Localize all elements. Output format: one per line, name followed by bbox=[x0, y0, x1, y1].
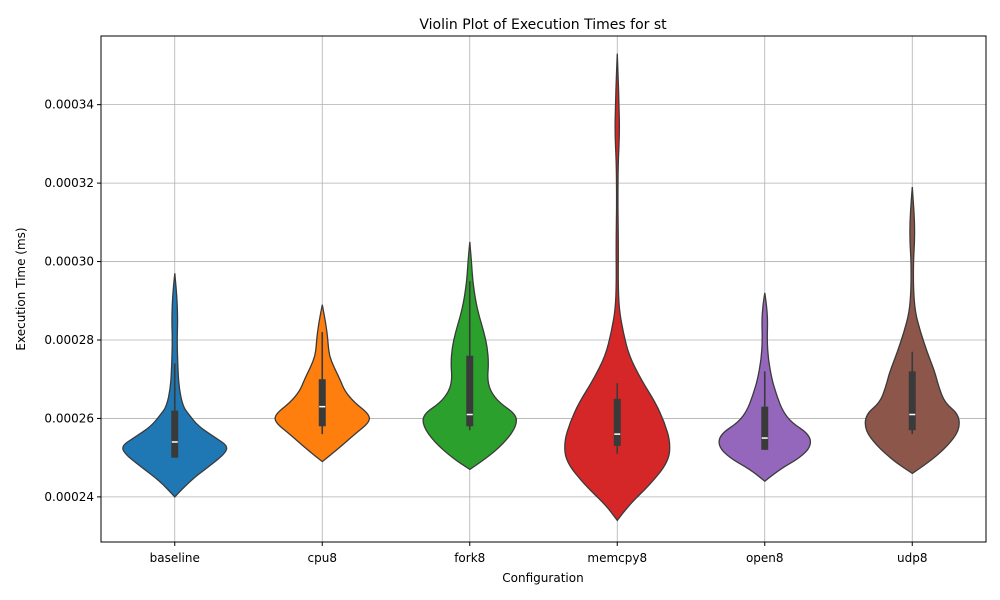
violin-memcpy8 bbox=[564, 53, 671, 522]
x-axis-label: Configuration bbox=[502, 571, 583, 585]
y-tick-label: 0.00028 bbox=[44, 333, 94, 347]
violin-body bbox=[564, 53, 671, 522]
x-axis-ticks: baseline cpu8 fork8 memcpy8 open8 udp8 bbox=[150, 542, 927, 565]
violin-fork8 bbox=[422, 241, 518, 471]
violin-iqr-box bbox=[761, 406, 769, 450]
y-tick-label: 0.00032 bbox=[44, 176, 94, 190]
violin-udp8 bbox=[864, 186, 960, 475]
violin-cpu8 bbox=[274, 304, 371, 463]
x-tick-label: baseline bbox=[150, 551, 200, 565]
y-tick-label: 0.00034 bbox=[44, 98, 94, 112]
y-axis-label: Execution Time (ms) bbox=[14, 227, 28, 350]
violin-iqr-box bbox=[613, 398, 621, 446]
x-tick-label: udp8 bbox=[897, 551, 927, 565]
grid-lines bbox=[101, 36, 986, 542]
violin-iqr-box bbox=[466, 355, 474, 427]
y-axis-ticks: 0.00024 0.00026 0.00028 0.00030 0.00032 0.000… bbox=[44, 98, 101, 504]
x-tick-label: fork8 bbox=[454, 551, 485, 565]
y-tick-label: 0.00030 bbox=[44, 255, 94, 269]
plot-frame bbox=[100, 35, 987, 543]
violin-iqr-box bbox=[318, 379, 326, 427]
violin-iqr-box bbox=[908, 371, 916, 431]
x-tick-label: cpu8 bbox=[308, 551, 337, 565]
y-tick-label: 0.00024 bbox=[44, 490, 94, 504]
violin-body bbox=[864, 186, 960, 475]
chart-title: Violin Plot of Execution Times for st bbox=[419, 17, 667, 33]
y-tick-label: 0.00026 bbox=[44, 411, 94, 425]
violin-iqr-box bbox=[171, 410, 179, 458]
x-tick-label: open8 bbox=[746, 551, 784, 565]
violin-baseline bbox=[122, 273, 228, 498]
violins bbox=[122, 53, 960, 522]
x-tick-label: memcpy8 bbox=[587, 551, 647, 565]
violin-open8 bbox=[718, 292, 812, 483]
